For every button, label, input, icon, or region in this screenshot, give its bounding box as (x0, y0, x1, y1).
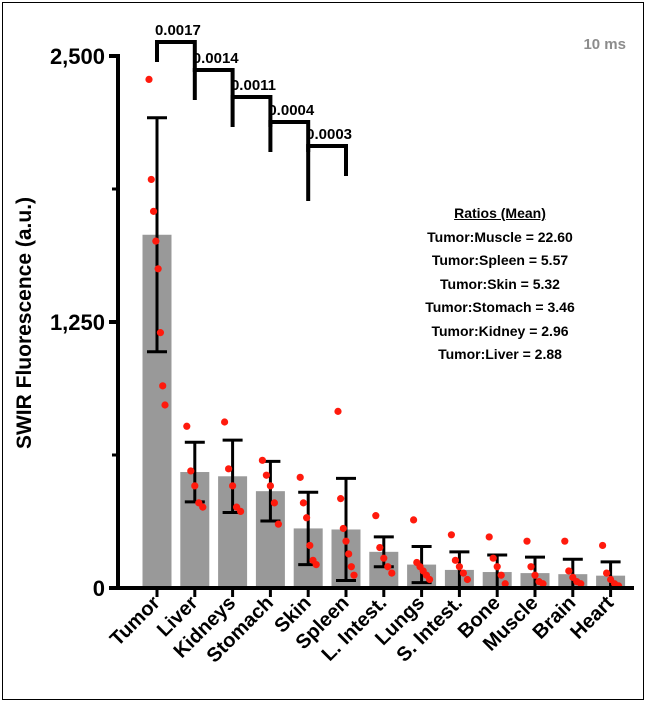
data-point (296, 473, 304, 481)
y-tick-label: 0 (93, 576, 105, 601)
data-point (237, 507, 245, 515)
data-point (339, 524, 347, 533)
data-point (262, 471, 270, 479)
data-point (372, 512, 380, 520)
x-tick-label: Heart (566, 592, 618, 644)
data-point (147, 175, 155, 184)
data-point (145, 75, 153, 84)
data-point (599, 541, 607, 550)
ratio-line: Tumor:Skin = 5.32 (440, 275, 560, 292)
data-point (493, 563, 501, 571)
data-point (345, 550, 353, 558)
data-point (299, 499, 307, 507)
data-point (603, 569, 611, 577)
data-point (489, 554, 497, 562)
data-point (384, 563, 392, 571)
data-point (161, 401, 169, 409)
y-tick-label: 1,250 (50, 310, 105, 335)
ratio-line: Tumor:Kidney = 2.96 (431, 322, 569, 339)
data-point (156, 329, 165, 337)
data-point (225, 465, 233, 473)
p-value-label: 0.0017 (155, 22, 201, 39)
data-point (561, 537, 569, 545)
data-point (334, 407, 342, 415)
data-point (347, 563, 355, 571)
ratios-box: Ratios (Mean) Tumor:Muscle = 22.60 Tumor… (380, 202, 620, 367)
data-point (152, 237, 160, 245)
exposure-label: 10 ms (583, 36, 626, 53)
ratio-line: Tumor:Muscle = 22.60 (427, 228, 573, 245)
data-point (221, 418, 229, 426)
ratio-line: Tumor:Spleen = 5.57 (431, 252, 569, 268)
data-point (266, 482, 274, 490)
data-point (258, 456, 266, 464)
data-point (337, 495, 345, 503)
p-value-label: 0.0004 (268, 102, 315, 119)
data-point (306, 541, 314, 550)
data-point (303, 514, 311, 522)
data-point (388, 569, 396, 577)
data-point (154, 265, 162, 273)
data-point (497, 571, 505, 579)
data-point (350, 571, 358, 579)
significance-bracket (230, 95, 273, 127)
data-point (523, 537, 531, 545)
data-point (539, 580, 547, 588)
data-point (459, 569, 467, 577)
data-point (531, 571, 539, 579)
ratios-title: Ratios (Mean) (454, 205, 546, 221)
ratio-line: Tumor:Stomach = 3.46 (425, 299, 575, 315)
significance-bracket (192, 68, 235, 100)
y-axis-label: SWIR Fluorescence (a.u.) (13, 196, 36, 450)
data-point (463, 575, 471, 584)
p-value-label: 0.0011 (231, 77, 276, 94)
data-point (527, 563, 535, 571)
data-point (376, 543, 384, 552)
p-value-label: 0.0014 (193, 50, 240, 67)
data-point (451, 556, 459, 564)
data-point (455, 563, 463, 571)
data-point (485, 533, 493, 541)
data-point (191, 482, 199, 490)
data-point (229, 482, 237, 490)
significance-bracket (155, 40, 197, 72)
p-value-label: 0.0003 (306, 126, 352, 143)
ratio-line: Tumor:Liver = 2.88 (438, 346, 562, 362)
data-point (270, 499, 278, 507)
data-point (274, 520, 282, 528)
data-point (159, 382, 167, 390)
data-point (187, 467, 195, 475)
data-point (183, 422, 191, 430)
data-point (577, 580, 585, 588)
significance-bracket (306, 144, 348, 201)
data-point (501, 580, 509, 588)
data-point (447, 531, 455, 539)
data-point (565, 567, 573, 575)
data-point (380, 554, 388, 562)
x-tick-label: Brain (529, 592, 581, 644)
data-point (342, 537, 350, 545)
data-point (149, 207, 158, 215)
significance-bracket (268, 120, 311, 152)
data-point (410, 516, 418, 524)
data-point (199, 503, 207, 511)
x-tick-label: Tumor (106, 592, 165, 651)
data-point (312, 560, 320, 569)
y-tick-label: 2,500 (50, 44, 105, 69)
data-point (426, 575, 434, 584)
